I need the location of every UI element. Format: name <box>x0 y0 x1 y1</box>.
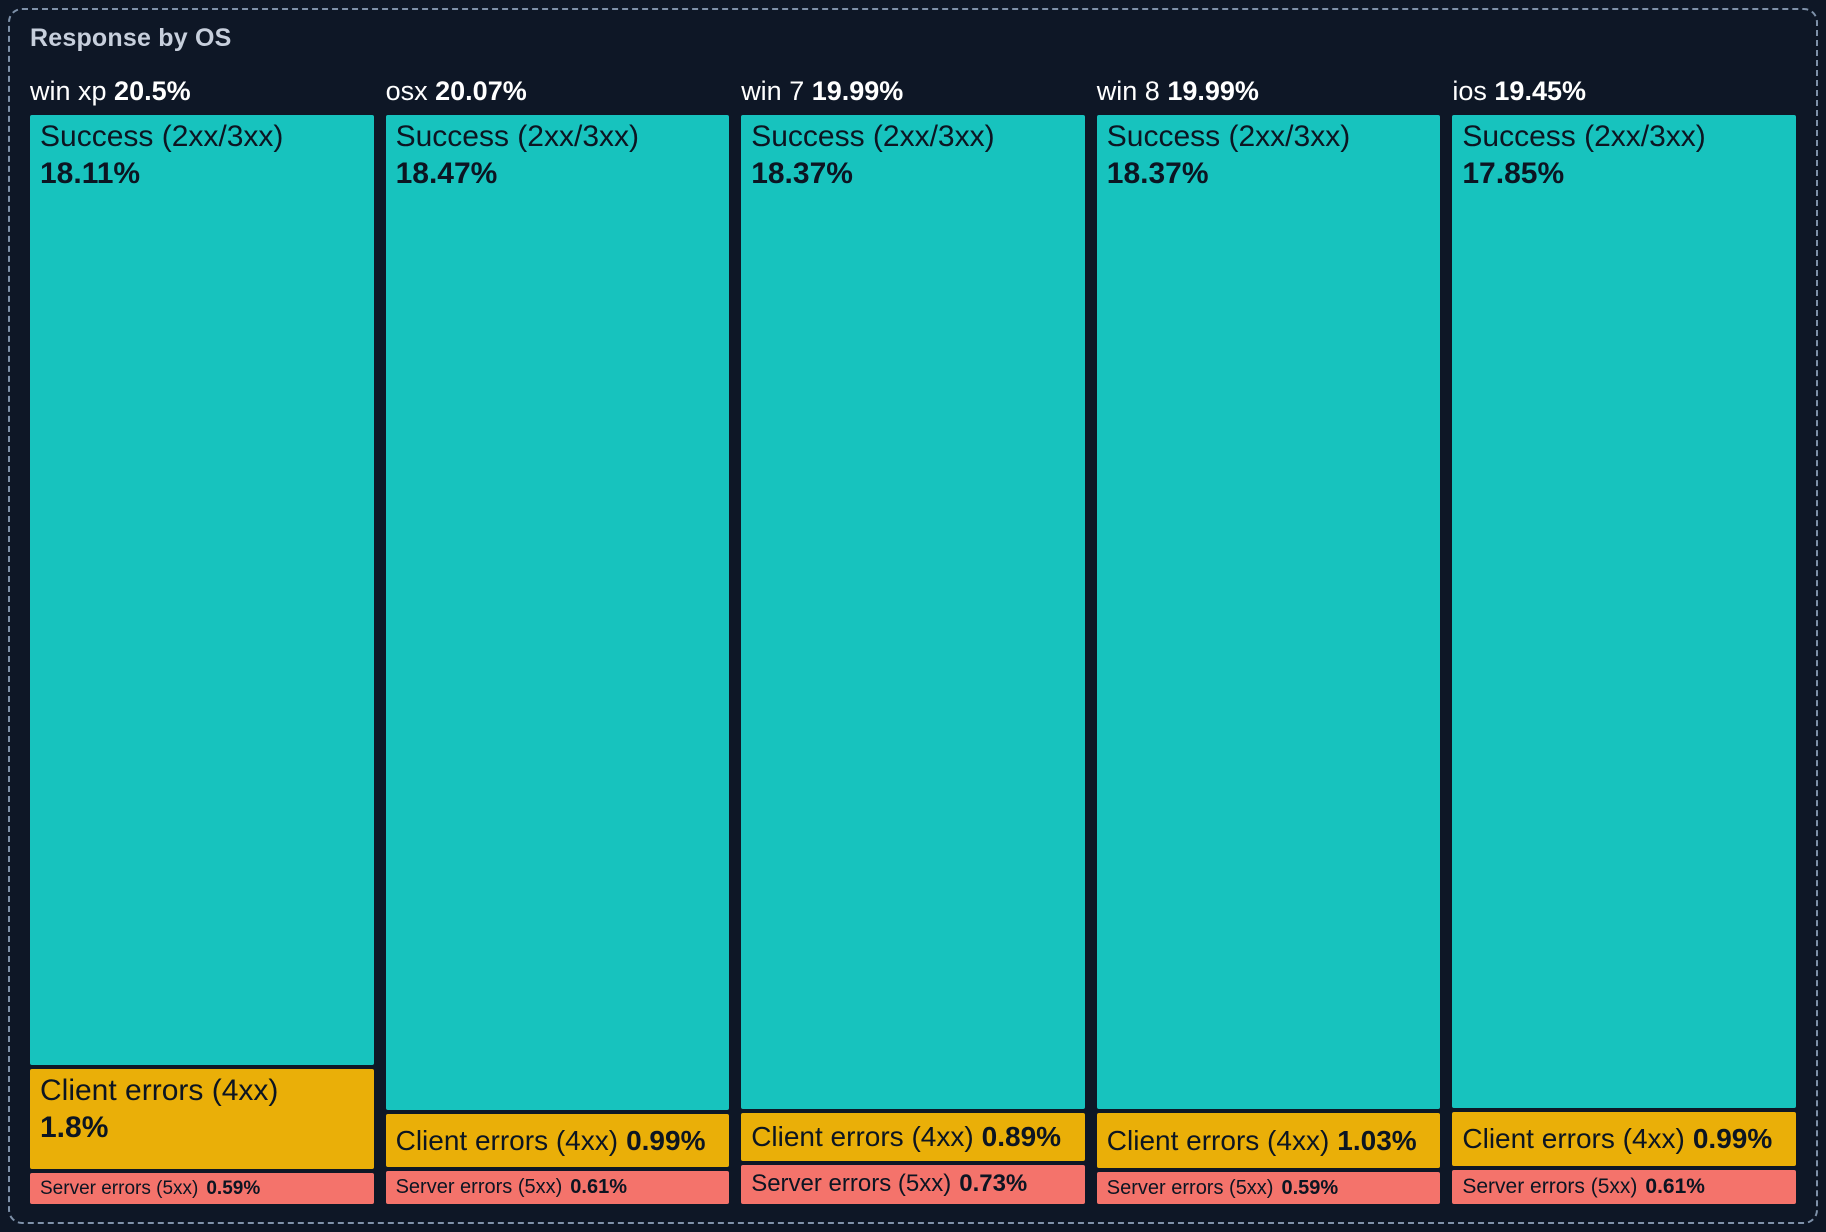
cell-value: 1.03% <box>1337 1124 1417 1156</box>
os-column-blocks: Success (2xx/3xx) 18.37% Client errors (4x… <box>741 115 1085 1204</box>
os-column-win-xp: win xp 20.5% Success (2xx/3xx) 18.11% Clien… <box>30 74 374 1204</box>
cell-label: Server errors (5xx) <box>1106 1176 1274 1199</box>
treemap-cell-client[interactable]: Client errors (4xx) 1.03% <box>1096 1112 1441 1169</box>
os-column-blocks: Success (2xx/3xx) 17.85% Client errors (4x… <box>1452 115 1796 1204</box>
cell-value: 0.99% <box>626 1124 706 1156</box>
cell-value: 18.47% <box>395 157 498 190</box>
cell-label: Server errors (5xx) <box>395 1176 563 1199</box>
treemap-cell-client[interactable]: Client errors (4xx) 1.8% <box>30 1069 374 1170</box>
response-by-os-panel: Response by OS win xp 20.5% Success (2xx/… <box>8 8 1818 1224</box>
cell-value: 0.61% <box>1645 1175 1705 1199</box>
cell-label: Success (2xx/3xx) <box>1462 120 1706 153</box>
treemap-cell-server[interactable]: Server errors (5xx) 0.61% <box>385 1171 730 1204</box>
os-total-percent: 20.5% <box>114 76 191 106</box>
treemap-cell-client[interactable]: Client errors (4xx) 0.99% <box>385 1114 730 1168</box>
os-column-blocks: Success (2xx/3xx) 18.11% Client errors (4x… <box>30 115 374 1204</box>
treemap-cell-server[interactable]: Server errors (5xx) 0.73% <box>741 1164 1085 1204</box>
os-column-blocks: Success (2xx/3xx) 18.37% Client errors (4x… <box>1096 115 1441 1204</box>
os-total-percent: 20.07% <box>435 76 527 106</box>
treemap-cell-success[interactable]: Success (2xx/3xx) 17.85% <box>1452 115 1796 1108</box>
treemap-chart: win xp 20.5% Success (2xx/3xx) 18.11% Clien… <box>30 74 1796 1204</box>
os-column-win-8: win 8 19.99% Success (2xx/3xx) 18.37% Clien… <box>1096 74 1441 1204</box>
os-column-header: win xp 20.5% <box>30 74 374 108</box>
os-total-percent: 19.99% <box>811 76 904 106</box>
cell-value: 17.85% <box>1462 157 1565 190</box>
os-label: win 8 <box>1096 76 1160 106</box>
cell-value: 18.37% <box>751 157 853 190</box>
os-label: osx <box>385 76 428 106</box>
cell-value: 18.37% <box>1106 157 1209 190</box>
os-total-percent: 19.99% <box>1167 76 1259 106</box>
cell-label: Client errors (4xx) <box>751 1120 974 1152</box>
treemap-cell-server[interactable]: Server errors (5xx) 0.61% <box>1452 1170 1796 1204</box>
cell-label: Client errors (4xx) <box>1106 1124 1330 1156</box>
os-label: win 7 <box>741 76 805 106</box>
cell-value: 0.89% <box>981 1120 1062 1152</box>
cell-value: 18.11% <box>40 157 141 190</box>
cell-value: 0.73% <box>959 1170 1028 1198</box>
treemap-cell-client[interactable]: Client errors (4xx) 0.99% <box>1452 1111 1796 1167</box>
os-column-header: win 7 19.99% <box>741 74 1085 108</box>
os-column-header: osx 20.07% <box>386 74 730 108</box>
os-column-header: win 8 19.99% <box>1097 74 1441 108</box>
os-column-win-7: win 7 19.99% Success (2xx/3xx) 18.37% Clien… <box>741 74 1085 1204</box>
cell-value: 0.59% <box>206 1177 261 1199</box>
cell-label: Server errors (5xx) <box>40 1177 199 1199</box>
treemap-cell-success[interactable]: Success (2xx/3xx) 18.37% <box>741 115 1085 1109</box>
cell-label: Server errors (5xx) <box>1462 1175 1638 1199</box>
treemap-cell-success[interactable]: Success (2xx/3xx) 18.47% <box>385 115 730 1111</box>
cell-label: Success (2xx/3xx) <box>751 120 995 153</box>
treemap-cell-server[interactable]: Server errors (5xx) 0.59% <box>1096 1172 1441 1204</box>
cell-value: 0.61% <box>570 1176 628 1199</box>
treemap-cell-success[interactable]: Success (2xx/3xx) 18.11% <box>30 115 374 1066</box>
cell-label: Success (2xx/3xx) <box>395 120 639 153</box>
os-label: ios <box>1452 76 1487 106</box>
treemap-cell-server[interactable]: Server errors (5xx) 0.59% <box>30 1173 374 1204</box>
panel-title: Response by OS <box>30 24 232 52</box>
cell-label: Client errors (4xx) <box>1462 1122 1685 1154</box>
os-total-percent: 19.45% <box>1494 76 1586 106</box>
treemap-cell-client[interactable]: Client errors (4xx) 0.89% <box>741 1112 1085 1161</box>
os-column-header: ios 19.45% <box>1452 74 1796 108</box>
cell-value: 0.59% <box>1281 1176 1339 1199</box>
os-column-ios: ios 19.45% Success (2xx/3xx) 17.85% Client … <box>1452 74 1796 1204</box>
treemap-cell-success[interactable]: Success (2xx/3xx) 18.37% <box>1096 115 1441 1109</box>
os-column-osx: osx 20.07% Success (2xx/3xx) 18.47% Client … <box>385 74 730 1204</box>
cell-label: Client errors (4xx) <box>395 1124 619 1156</box>
cell-value: 1.8% <box>40 1111 109 1145</box>
cell-label: Success (2xx/3xx) <box>1106 120 1351 153</box>
cell-label: Server errors (5xx) <box>751 1170 952 1198</box>
os-label: win xp <box>30 76 107 106</box>
cell-value: 0.99% <box>1692 1122 1773 1154</box>
cell-label: Client errors (4xx) <box>40 1074 279 1108</box>
os-column-blocks: Success (2xx/3xx) 18.47% Client errors (4x… <box>385 115 730 1204</box>
cell-label: Success (2xx/3xx) <box>40 120 284 153</box>
